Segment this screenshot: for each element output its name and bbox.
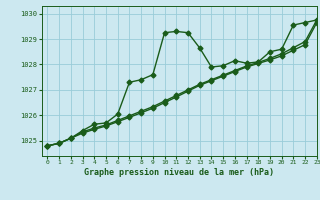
X-axis label: Graphe pression niveau de la mer (hPa): Graphe pression niveau de la mer (hPa) bbox=[84, 168, 274, 177]
